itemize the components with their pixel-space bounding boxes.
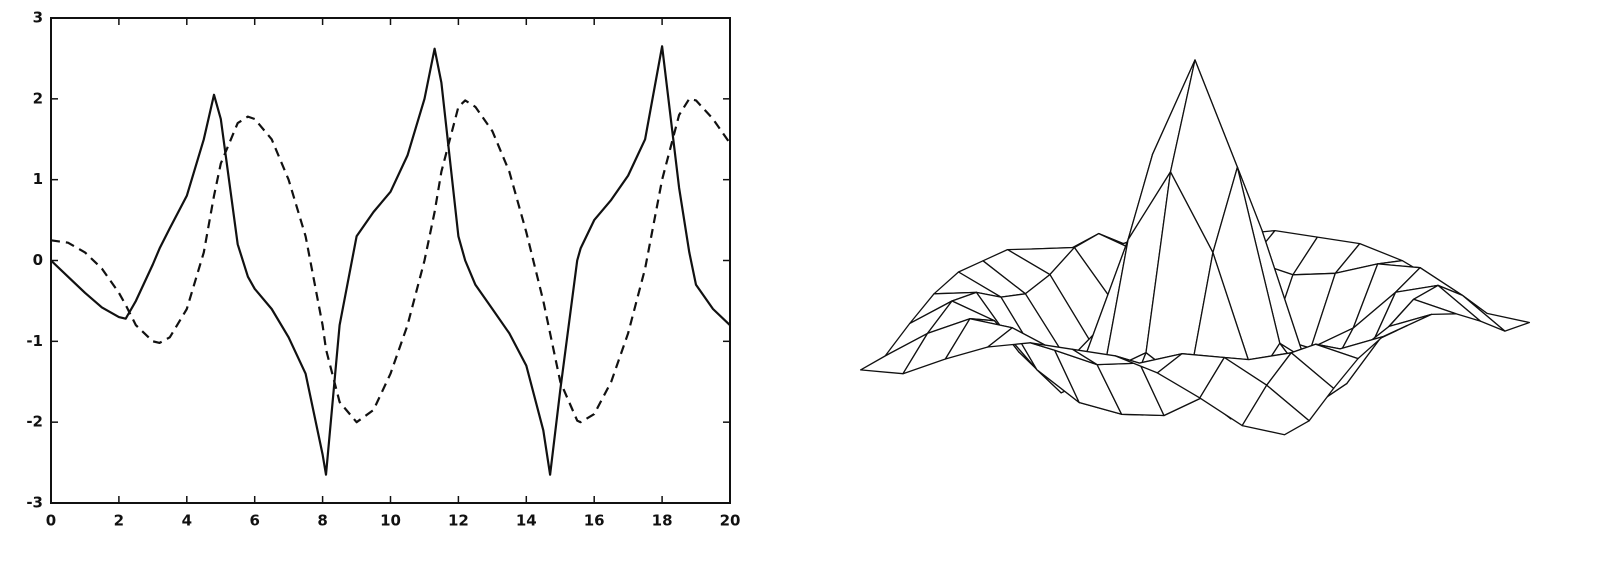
x-tick-label: 6 [249, 512, 259, 530]
y-tick-label: -2 [26, 413, 43, 431]
y-tick-label: -1 [26, 332, 43, 350]
y-tick-label: -3 [26, 494, 43, 512]
plot-frame [50, 17, 731, 504]
y-tick-label: 0 [33, 251, 43, 269]
x-tick-label: 4 [182, 512, 192, 530]
x-tick-label: 8 [317, 512, 327, 530]
line-series [50, 45, 731, 476]
x-tick-label: 18 [652, 512, 673, 530]
x-tick-label: 0 [46, 512, 56, 530]
y-tick-label: 2 [33, 89, 43, 107]
line-series [50, 97, 731, 424]
x-tick-label: 10 [380, 512, 401, 530]
x-tick-label: 14 [516, 512, 537, 530]
x-tick-label: 20 [720, 512, 741, 530]
y-tick-label: 1 [33, 170, 43, 188]
surface-facet [1241, 384, 1310, 436]
x-tick-label: 16 [584, 512, 605, 530]
x-tick-label: 12 [448, 512, 469, 530]
x-tick-label: 2 [114, 512, 124, 530]
y-tick-label: 3 [33, 9, 43, 27]
